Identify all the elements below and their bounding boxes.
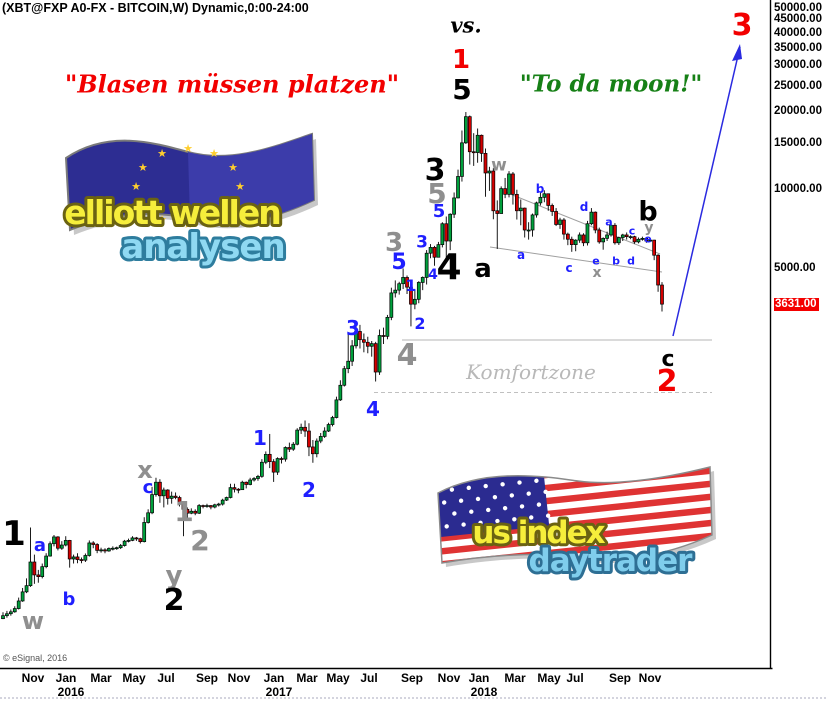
candlestick-series xyxy=(1,112,664,620)
copyright-note: © eSignal, 2016 xyxy=(3,653,68,663)
vs-label: vs. xyxy=(450,12,482,38)
us-flag-outline xyxy=(437,466,713,564)
elliott-wellen-analysen-logo: ★ ★ ★ ★ ★ ★ ★ ★ ★ ★ ★ ★ elliott wellen analysen xyxy=(61,132,318,270)
eu-star-icon: ★ xyxy=(157,214,167,226)
eu-star-icon: ★ xyxy=(138,162,148,174)
eu-star-icon: ★ xyxy=(209,148,219,160)
komfortzone-label: Komfortzone xyxy=(466,360,596,384)
us-flag-canton xyxy=(438,471,550,539)
us-flag xyxy=(438,467,712,563)
zone-lines xyxy=(374,191,712,393)
eu-flag-fold xyxy=(188,134,314,224)
eu-star-icon: ★ xyxy=(228,200,238,212)
eu-star-icon: ★ xyxy=(131,181,141,193)
bear-quote: "Blasen müssen platzen" xyxy=(64,69,400,99)
eu-star-icon: ★ xyxy=(228,162,238,174)
eu-star-icon: ★ xyxy=(235,181,245,193)
us-logo-line2: daytrader xyxy=(529,543,694,579)
us-flag-stars xyxy=(438,478,551,529)
eu-star-icon: ★ xyxy=(183,143,193,155)
eu-star-icon: ★ xyxy=(138,200,148,212)
eu-logo-line1: elliott wellen xyxy=(64,193,279,232)
eu-stars: ★ ★ ★ ★ ★ ★ ★ ★ ★ ★ ★ ★ xyxy=(131,143,245,231)
symbol-title: (XBT@FXP A0-FX - BITCOIN,W) Dynamic,0:00… xyxy=(2,1,309,15)
bull-quote: "To da moon!" xyxy=(519,70,703,98)
us-logo-line1: us index xyxy=(472,515,605,551)
projection-arrow-head xyxy=(732,44,742,61)
eu-logo-line2: analysen xyxy=(121,227,284,267)
projection-arrow xyxy=(672,46,741,337)
eu-star-icon: ★ xyxy=(183,219,193,231)
eu-star-icon: ★ xyxy=(209,214,219,226)
eu-star-icon: ★ xyxy=(157,148,167,160)
us-index-daytrader-logo: us index daytrader xyxy=(437,466,716,581)
